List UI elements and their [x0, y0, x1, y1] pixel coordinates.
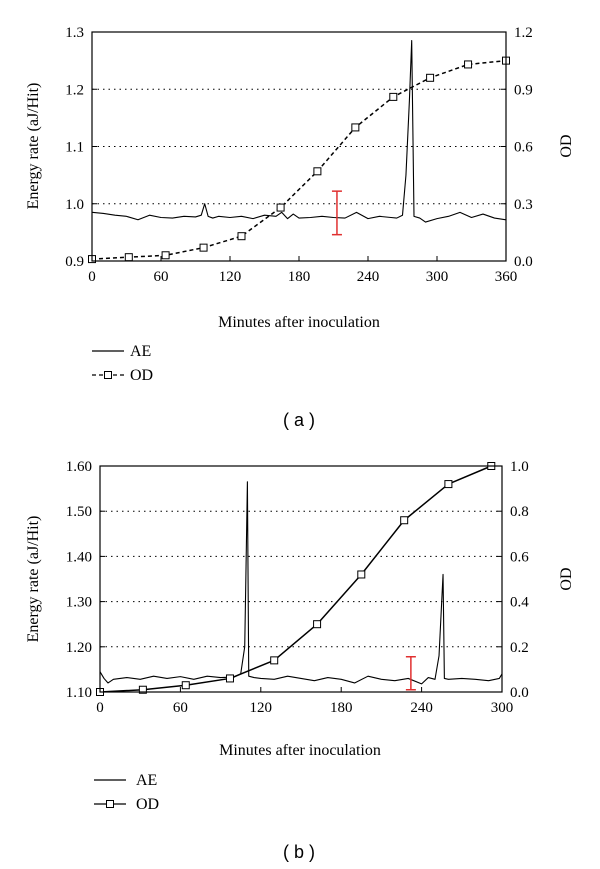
panel-a-y-tick-label: 1.2: [65, 82, 84, 98]
panel-b-series-od-point: [225, 674, 234, 683]
panel-a-y2-tick-label: 0.3: [514, 197, 533, 213]
panel-b-plot-frame: [99, 465, 503, 693]
panel-b-legend-ae-label: AE: [136, 772, 157, 789]
panel-a-x-tick-label: 0: [88, 269, 96, 285]
panel-a-legend-ae-label: AE: [130, 343, 151, 360]
panel-b-y-tick-label: 1.30: [66, 595, 92, 611]
panel-a-x-tick-label: 180: [288, 269, 311, 285]
panel-b-label: ( b ): [283, 842, 315, 862]
panel-b-y2-tick-label: 0.8: [510, 504, 529, 520]
panel-a-series-od-point: [124, 253, 133, 262]
panel-a-x-tick-label: 60: [154, 269, 169, 285]
panel-a-series-od-line: [91, 59, 507, 260]
panel-a-grid: [92, 88, 506, 205]
panel-b-y2label: OD: [558, 567, 575, 590]
panel-b: Minutes after inoculation Energy rate (a…: [25, 459, 575, 862]
panel-b-xlabel: Minutes after inoculation: [219, 742, 381, 759]
panel-a: Minutes after inoculation Energy rate (a…: [25, 25, 575, 430]
panel-a-series-od-point: [237, 232, 246, 241]
panel-b-x-tick-label: 120: [250, 700, 273, 716]
panel-b-y2-tick-label: 0.2: [510, 640, 529, 656]
panel-a-label: ( a ): [283, 410, 315, 430]
panel-b-y-tick-label: 1.60: [66, 459, 92, 475]
panel-b-series-od-point: [400, 516, 409, 525]
panel-a-legend-od-marker: [104, 371, 112, 379]
panel-b-series-od-point: [138, 685, 147, 694]
panel-b-ylabel: Energy rate (aJ/Hit): [25, 516, 42, 643]
panel-a-x-tick-label: 120: [219, 269, 242, 285]
panel-b-series-od-line: [99, 465, 492, 693]
panel-a-ylabel: Energy rate (aJ/Hit): [25, 83, 42, 210]
panel-a-y2-tick-label: 0.6: [514, 140, 533, 156]
panel-b-y2-tick-label: 0.6: [510, 549, 529, 565]
panel-b-x-tick-label: 60: [173, 700, 188, 716]
panel-b-x-tick-label: 300: [491, 700, 514, 716]
panel-a-series-ae-line: [91, 40, 507, 223]
panel-b-series-od-point: [181, 681, 190, 690]
panel-a-legend: AE OD: [92, 343, 153, 384]
panel-b-legend-od-marker: [106, 800, 114, 808]
panel-a-y-tick-label: 1.1: [65, 140, 84, 156]
panel-a-series-od-point: [313, 167, 322, 176]
panel-a-x-tick-label: 240: [357, 269, 380, 285]
panel-a-series-od-point: [426, 73, 435, 82]
panel-a-error-bar: [331, 190, 342, 236]
panel-a-series-od-point: [464, 60, 473, 69]
panel-b-x-tick-label: 240: [410, 700, 433, 716]
panel-a-y2label: OD: [558, 134, 575, 157]
panel-b-series-od-point: [357, 570, 366, 579]
panel-a-series-od-point: [351, 123, 360, 132]
panel-a-legend-od-label: OD: [130, 367, 153, 384]
panel-a-y2-tick-label: 0.0: [514, 254, 533, 270]
panel-b-y2-tick-label: 0.4: [510, 595, 529, 611]
panel-a-plot-frame: [91, 31, 507, 262]
panel-a-y2-tick-label: 0.9: [514, 82, 533, 98]
panel-b-error-bar: [405, 655, 416, 691]
panel-a-x-tick-label: 300: [426, 269, 449, 285]
panel-a-y-tick-label: 1.0: [65, 197, 84, 213]
panel-a-x-tick-label: 360: [495, 269, 518, 285]
panel-b-y2-tick-label: 1.0: [510, 459, 529, 475]
panel-a-series-od-point: [276, 203, 285, 212]
panel-b-x-tick-label: 180: [330, 700, 353, 716]
panel-b-x-tick-label: 0: [96, 700, 104, 716]
panel-b-grid: [100, 510, 502, 648]
panel-b-legend: AE OD: [94, 772, 159, 813]
panel-b-series-ae-line: [99, 481, 503, 685]
panel-b-y-tick-label: 1.50: [66, 504, 92, 520]
panel-b-legend-od-label: OD: [136, 796, 159, 813]
panel-a-xlabel: Minutes after inoculation: [218, 314, 380, 331]
panel-b-series-od-point: [313, 620, 322, 629]
panel-b-series-od-point: [270, 656, 279, 665]
panel-a-series-od-point: [389, 92, 398, 101]
panel-b-series-od-point: [444, 480, 453, 489]
panel-b-y2-tick-label: 0.0: [510, 685, 529, 701]
panel-a-y2-tick-label: 1.2: [514, 25, 533, 41]
panel-b-y-tick-label: 1.10: [66, 685, 92, 701]
panel-a-series-od-point: [161, 251, 170, 260]
panel-b-y-tick-label: 1.40: [66, 549, 92, 565]
panel-a-series-od-point: [199, 243, 208, 252]
panel-b-y-tick-label: 1.20: [66, 640, 92, 656]
panel-a-y-tick-label: 1.3: [65, 25, 84, 41]
panel-a-y-tick-label: 0.9: [65, 254, 84, 270]
